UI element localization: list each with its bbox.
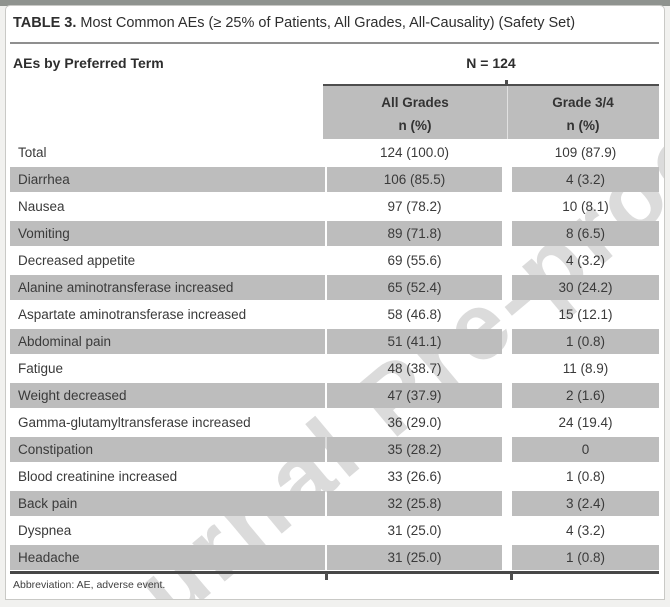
cell-all-grades: 89 (71.8) [327,221,502,246]
table-row: Aspartate aminotransferase increased 58 … [6,301,664,328]
cell-all-grades: 65 (52.4) [327,275,502,300]
table-row: Decreased appetite 69 (55.6) 4 (3.2) [6,247,664,274]
cell-grade-3-4: 0 [512,437,659,462]
cell-grade-3-4: 109 (87.9) [554,145,617,160]
grade-3-4-label: Grade 3/4 [552,95,614,110]
cell-preferred-term: Blood creatinine increased [18,469,178,484]
cell-all-grades: 36 (29.0) [387,415,442,430]
cell-preferred-term: Total [18,145,47,160]
cell-preferred-term: Fatigue [18,361,64,376]
cell-grade-3-4: 11 (8.9) [562,361,609,376]
cell-preferred-term: Gamma-glutamyltransferase increased [18,415,251,430]
cell-preferred-term: Headache [10,545,325,570]
cell-grade-3-4: 24 (19.4) [558,415,613,430]
table-body: Total 124 (100.0) 109 (87.9) Diarrhea 10… [6,139,664,571]
cell-grade-3-4: 30 (24.2) [512,275,659,300]
cell-preferred-term: Aspartate aminotransferase increased [18,307,247,322]
bottom-tick-right [510,573,513,580]
cell-preferred-term: Abdominal pain [10,329,325,354]
table-bottom-rule [10,571,659,574]
cell-all-grades: 33 (26.6) [387,469,442,484]
bottom-tick-left [325,573,328,580]
table-row: Abdominal pain 51 (41.1) 1 (0.8) [6,328,664,355]
cell-all-grades: 58 (46.8) [387,307,442,322]
cell-grade-3-4: 8 (6.5) [512,221,659,246]
n-total-label: N = 124 [466,55,516,71]
table-row: Weight decreased 47 (37.9) 2 (1.6) [6,382,664,409]
cell-grade-3-4: 4 (3.2) [512,167,659,192]
cell-grade-3-4: 10 (8.1) [562,199,609,214]
column-divider-tick-top [505,80,508,90]
cell-preferred-term: Weight decreased [10,383,325,408]
cell-all-grades: 32 (25.8) [327,491,502,516]
cell-all-grades: 47 (37.9) [327,383,502,408]
table-row: Vomiting 89 (71.8) 8 (6.5) [6,220,664,247]
column-header-grade-3-4: Grade 3/4 n (%) [508,86,658,139]
table-row: Back pain 32 (25.8) 3 (2.4) [6,490,664,517]
cell-grade-3-4: 15 (12.1) [558,307,613,322]
table-layer: TABLE 3. Most Common AEs (≥ 25% of Patie… [6,6,664,599]
row-header-label: AEs by Preferred Term [13,55,164,71]
column-header-band: All Grades n (%) Grade 3/4 n (%) [323,86,659,139]
column-header-top-rule [323,84,659,87]
cell-grade-3-4: 1 (0.8) [512,329,659,354]
cell-preferred-term: Vomiting [10,221,325,246]
table-row: Dyspnea 31 (25.0) 4 (3.2) [6,517,664,544]
cell-preferred-term: Back pain [10,491,325,516]
cell-all-grades: 48 (38.7) [387,361,442,376]
all-grades-sublabel: n (%) [398,118,432,133]
column-header-all-grades: All Grades n (%) [323,86,508,139]
table-title-number: TABLE 3. [13,15,77,31]
cell-grade-3-4: 1 (0.8) [565,469,606,484]
document-page: Journal Pre-proof TABLE 3. Most Common A… [5,5,665,600]
cell-all-grades: 31 (25.0) [327,545,502,570]
cell-grade-3-4: 4 (3.2) [565,523,606,538]
cell-preferred-term: Diarrhea [10,167,325,192]
cell-preferred-term: Constipation [10,437,325,462]
cell-all-grades: 51 (41.1) [327,329,502,354]
scan-top-edge [0,0,670,6]
table-row: Alanine aminotransferase increased 65 (5… [6,274,664,301]
table-row: Nausea 97 (78.2) 10 (8.1) [6,193,664,220]
table-title: TABLE 3. Most Common AEs (≥ 25% of Patie… [13,15,658,31]
table-title-text: Most Common AEs (≥ 25% of Patients, All … [76,15,576,31]
title-divider-rule [10,42,659,44]
table-row: Total 124 (100.0) 109 (87.9) [6,139,664,166]
table-row: Fatigue 48 (38.7) 11 (8.9) [6,355,664,382]
cell-all-grades: 97 (78.2) [387,199,442,214]
cell-grade-3-4: 1 (0.8) [512,545,659,570]
cell-all-grades: 35 (28.2) [327,437,502,462]
table-row: Gamma-glutamyltransferase increased 36 (… [6,409,664,436]
abbreviation-footnote: Abbreviation: AE, adverse event. [13,579,166,591]
table-row: Blood creatinine increased 33 (26.6) 1 (… [6,463,664,490]
cell-all-grades: 69 (55.6) [387,253,442,268]
cell-grade-3-4: 2 (1.6) [512,383,659,408]
table-row: Constipation 35 (28.2) 0 [6,436,664,463]
grade-3-4-sublabel: n (%) [566,118,600,133]
cell-all-grades: 124 (100.0) [379,145,450,160]
cell-preferred-term: Alanine aminotransferase increased [10,275,325,300]
cell-preferred-term: Nausea [18,199,65,214]
all-grades-label: All Grades [381,95,449,110]
cell-all-grades: 106 (85.5) [327,167,502,192]
cell-preferred-term: Dyspnea [18,523,72,538]
cell-all-grades: 31 (25.0) [387,523,442,538]
table-row: Headache 31 (25.0) 1 (0.8) [6,544,664,571]
cell-grade-3-4: 4 (3.2) [565,253,606,268]
table-3-container: Journal Pre-proof TABLE 3. Most Common A… [6,6,664,599]
table-row: Diarrhea 106 (85.5) 4 (3.2) [6,166,664,193]
cell-grade-3-4: 3 (2.4) [512,491,659,516]
cell-preferred-term: Decreased appetite [18,253,136,268]
